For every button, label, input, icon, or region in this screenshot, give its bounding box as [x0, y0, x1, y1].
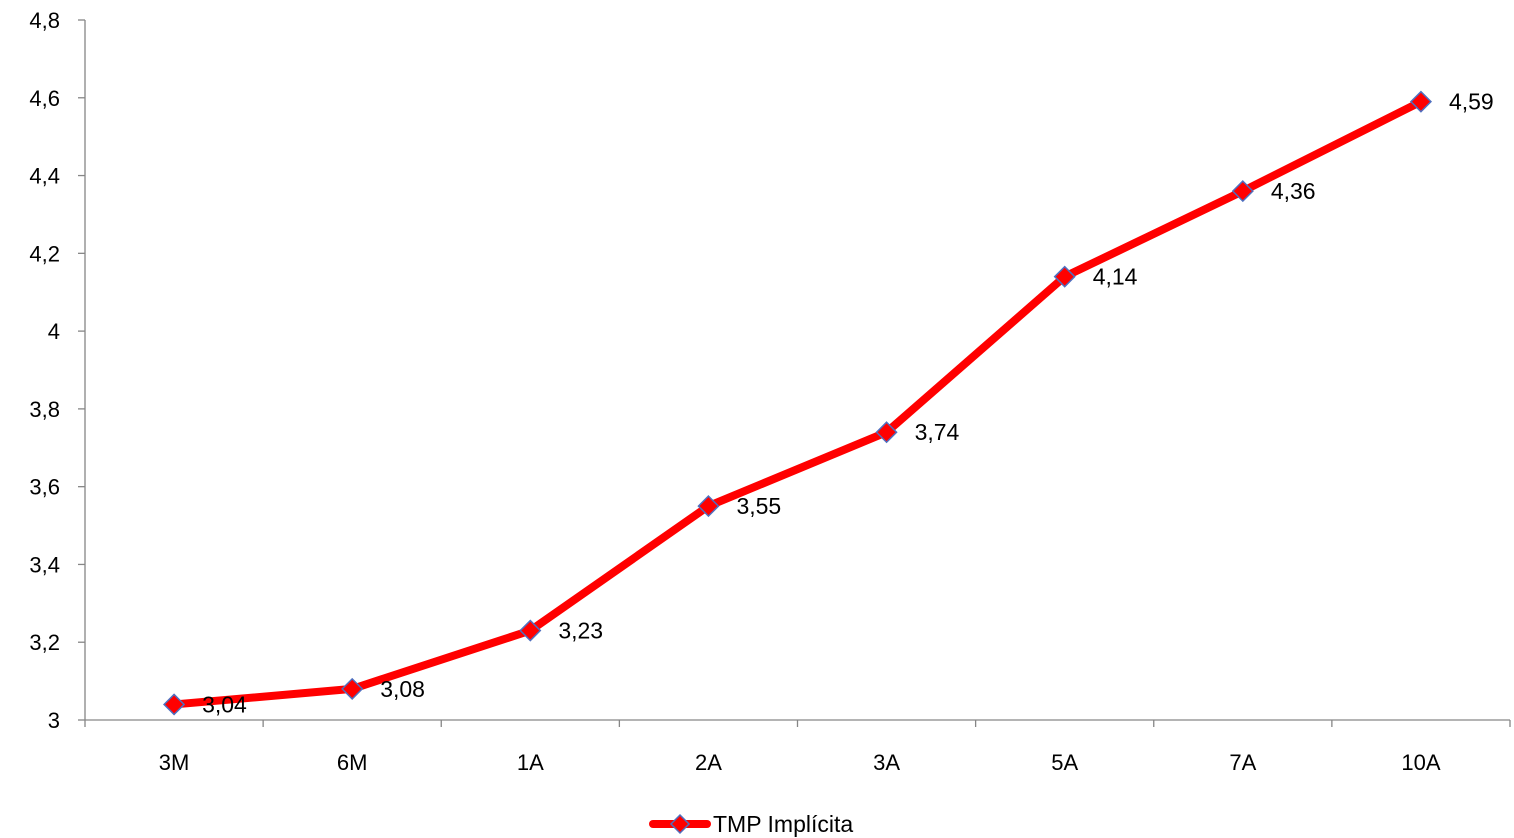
- data-point-marker: [1409, 90, 1433, 113]
- data-label: 3,08: [380, 676, 425, 702]
- x-tick-label: 1A: [517, 750, 544, 775]
- x-tick-label: 3A: [873, 750, 900, 775]
- x-tick-label: 3M: [159, 750, 190, 775]
- legend-marker-swatch: [669, 813, 691, 835]
- x-tick-label: 7A: [1229, 750, 1256, 775]
- y-tick-label: 3,6: [29, 475, 60, 500]
- y-tick-label: 3,4: [29, 552, 60, 577]
- x-tick-label: 5A: [1051, 750, 1078, 775]
- y-tick-label: 4,6: [29, 86, 60, 111]
- data-point-marker: [519, 619, 542, 642]
- data-label: 4,59: [1449, 89, 1494, 115]
- y-axis: 3 3,2 3,4 3,6 3,8 4 4,2 4,4 4,6 4,8: [29, 8, 86, 733]
- y-tick-label: 4: [48, 319, 60, 344]
- data-point-marker: [1231, 180, 1254, 203]
- legend: TMP Implícita: [649, 811, 853, 837]
- x-tick-label: 6M: [337, 750, 368, 775]
- data-label: 4,36: [1271, 178, 1316, 204]
- y-tick-label: 4,4: [29, 164, 60, 189]
- x-axis: 3M 6M 1A 2A 3A 5A 7A 10A: [84, 719, 1511, 775]
- data-point-marker: [163, 693, 186, 716]
- data-label: 4,14: [1093, 264, 1138, 290]
- y-tick-label: 4,2: [29, 241, 60, 266]
- series-tmp-implicita: [163, 90, 1433, 716]
- data-label: 3,23: [558, 618, 603, 644]
- y-tick-label: 3: [48, 708, 60, 733]
- y-tick-label: 4,8: [29, 8, 60, 33]
- data-label: 3,04: [202, 691, 247, 717]
- data-point-marker: [875, 421, 898, 444]
- x-tick-label: 10A: [1401, 750, 1440, 775]
- x-tick-label: 2A: [695, 750, 722, 775]
- data-label: 3,55: [736, 493, 781, 519]
- y-tick-label: 3,2: [29, 630, 60, 655]
- data-point-marker: [1053, 265, 1076, 288]
- data-point-marker: [341, 677, 364, 700]
- data-label: 3,74: [915, 419, 960, 445]
- data-labels: 3,04 3,08 3,23 3,55 3,74 4,14 4,36 4,59: [202, 89, 1494, 718]
- legend-label: TMP Implícita: [713, 811, 853, 837]
- y-tick-label: 3,8: [29, 397, 60, 422]
- series-line: [170, 97, 1425, 709]
- data-point-marker: [697, 495, 720, 518]
